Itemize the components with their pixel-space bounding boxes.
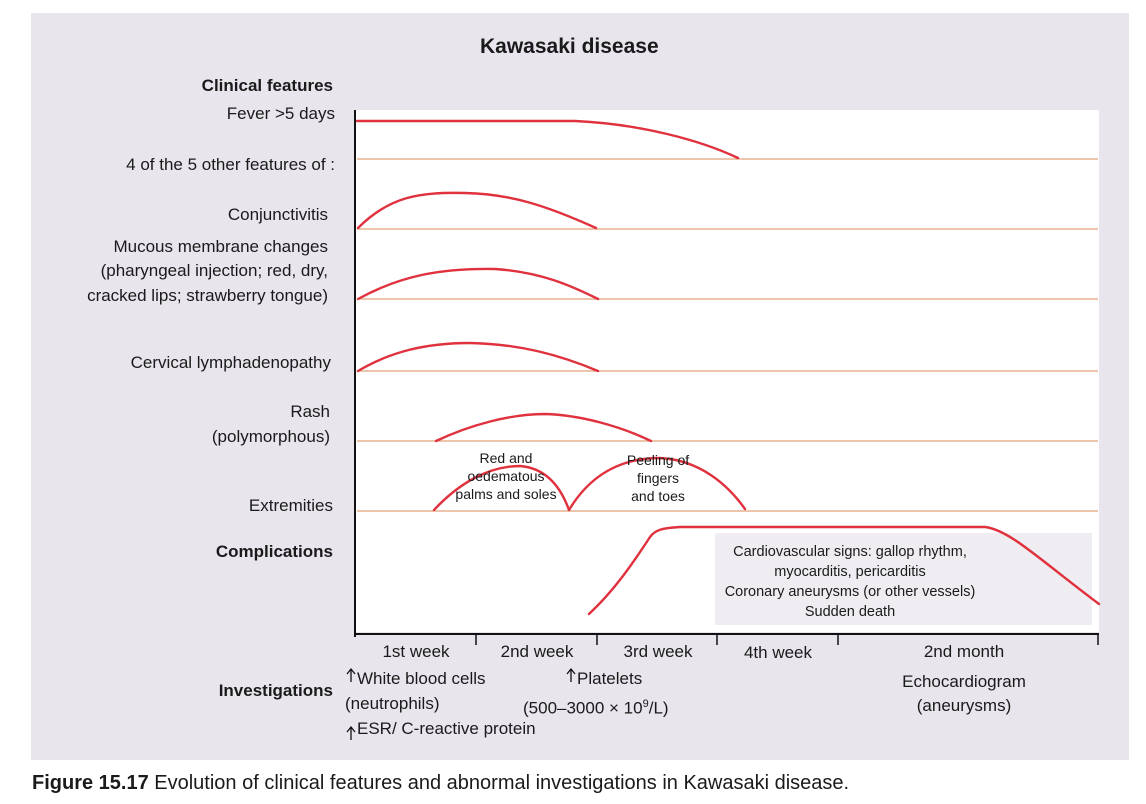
annotation-red-oedematous: Red and oedematous palms and soles bbox=[455, 450, 557, 502]
row-label-fever: Fever >5 days bbox=[226, 104, 335, 123]
fever-curve bbox=[355, 119, 740, 160]
annotation-peeling: Peeling of fingers and toes bbox=[626, 452, 690, 504]
investigation-wbc-detail: (neutrophils) bbox=[345, 694, 440, 713]
cervical-curve bbox=[356, 341, 600, 373]
axis-label-week-2: 2nd week bbox=[500, 642, 574, 661]
investigation-platelets: Platelets bbox=[577, 669, 643, 688]
row-label-mucous-2: (pharyngeal injection; red, dry, bbox=[100, 261, 328, 280]
complications-text: Cardiovascular signs: gallop rhythm, myo… bbox=[724, 544, 976, 620]
axis-label-week-3: 3rd week bbox=[623, 642, 693, 661]
up-arrow-icon bbox=[346, 667, 356, 682]
investigation-esr: ESR/ C-reactive protein bbox=[357, 719, 536, 738]
extremities-peel-curve bbox=[567, 456, 747, 512]
axis-label-week-1: 1st week bbox=[382, 642, 450, 661]
row-label-conjunctivitis: Conjunctivitis bbox=[227, 205, 328, 224]
extremities-red-curve bbox=[432, 464, 571, 512]
row-label-cervical: Cervical lymphadenopathy bbox=[130, 353, 331, 372]
axis-label-week-4: 4th week bbox=[743, 643, 813, 662]
investigation-echo: Echocardiogram bbox=[902, 672, 1026, 691]
axis-label-month-2: 2nd month bbox=[923, 642, 1005, 661]
conjunctivitis-curve bbox=[356, 191, 598, 230]
figure-caption: Figure 15.17 Evolution of clinical featu… bbox=[32, 772, 850, 794]
complications-box bbox=[715, 533, 1092, 625]
row-label-other-features: 4 of the 5 other features of : bbox=[126, 155, 335, 174]
heading-investigations: Investigations bbox=[218, 681, 333, 700]
complications-curve bbox=[587, 525, 1101, 616]
heading-clinical-features: Clinical features bbox=[201, 76, 333, 95]
row-label-extremities: Extremities bbox=[248, 496, 333, 515]
chart-title: Kawasaki disease bbox=[480, 35, 659, 58]
up-arrow-icon bbox=[566, 667, 576, 682]
investigation-wbc: White blood cells bbox=[357, 669, 486, 688]
mucous-curve bbox=[356, 267, 600, 301]
heading-complications: Complications bbox=[215, 542, 333, 561]
row-label-rash-2: (polymorphous) bbox=[211, 427, 330, 446]
row-label-mucous-1: Mucous membrane changes bbox=[113, 237, 328, 256]
row-label-rash-1: Rash bbox=[290, 402, 330, 421]
investigation-platelets-range: (500–3000 × 109/L) bbox=[523, 698, 669, 718]
row-label-mucous-3: cracked lips; strawberry tongue) bbox=[87, 286, 328, 305]
investigation-echo-detail: (aneurysms) bbox=[916, 696, 1012, 715]
rash-curve bbox=[434, 412, 653, 443]
up-arrow-icon bbox=[346, 725, 356, 740]
